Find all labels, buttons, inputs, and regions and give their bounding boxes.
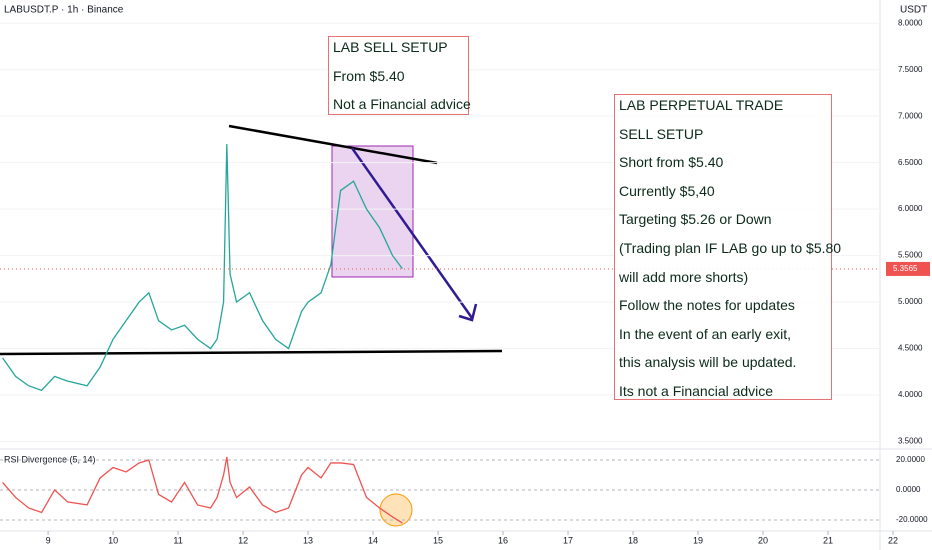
divergence-mark [379, 493, 413, 527]
x-tick-label: 22 [888, 535, 898, 545]
note-line: LAB SELL SETUP [333, 39, 448, 55]
rsi-label: RSI Divergence (5, 14) [4, 454, 96, 464]
note-line: Targeting $5.26 or Down [619, 211, 772, 228]
y2-tick-label: -20.0000 [896, 515, 928, 524]
y-tick-label: 4.5000 [898, 344, 923, 353]
y2-tick-label: 20.0000 [896, 455, 925, 464]
x-tick-label: 19 [693, 535, 703, 545]
x-tick-label: 16 [498, 535, 508, 545]
note-line: Its not a Financial advice [619, 383, 774, 399]
trendline [228, 124, 438, 165]
note-line: will add more shorts) [619, 268, 749, 285]
last-price-label: 5.3565 [893, 264, 918, 273]
header: LABUSDT.P · 1h · Binance [4, 5, 124, 16]
arrow [350, 147, 474, 319]
series-line [2, 144, 403, 392]
y-tick-label: 6.0000 [898, 204, 923, 213]
arrow-head [458, 303, 478, 322]
last-price-tag [886, 261, 930, 276]
x-tick-label: 11 [173, 535, 182, 545]
note-line: Short from $5.40 [619, 154, 724, 171]
x-tick-label: 14 [368, 535, 378, 545]
y-tick-label: 8.0000 [898, 18, 923, 27]
x-tick-label: 13 [303, 535, 313, 545]
y-tick-label: 7.0000 [898, 111, 923, 120]
currency: USDT [900, 5, 927, 16]
note-box: LAB PERPETUAL TRADE SELL SETUP Short from … [614, 94, 841, 400]
note-line: Not a Financial advice [333, 96, 471, 112]
y-tick-label: 5.5000 [898, 251, 923, 260]
y-tick-label: 6.5000 [898, 158, 923, 167]
y-tick-label: 5.0000 [898, 297, 923, 306]
note-line: Follow the notes for updates [619, 297, 795, 314]
y-tick-label: 4.0000 [898, 390, 923, 399]
note-line: In the event of an early exit, [619, 325, 791, 342]
note-box: LAB SELL SETUP From $5.40 Not a Financial … [328, 36, 471, 115]
sell-zone [331, 145, 414, 278]
x-tick-label: 17 [563, 535, 573, 545]
y-tick-label: 3.5000 [898, 437, 923, 446]
note-line: Currently $5,40 [619, 182, 715, 199]
note-line: LAB PERPETUAL TRADE [619, 97, 784, 113]
note-line: From $5.40 [333, 67, 405, 84]
x-tick-label: 18 [628, 535, 638, 545]
note-line: (Trading plan IF LAB go up to $5.80 [619, 240, 842, 256]
y-tick-label: 7.5000 [898, 65, 923, 74]
series-line [2, 456, 403, 524]
x-tick-label: 10 [108, 535, 118, 545]
x-tick-label: 20 [758, 535, 768, 545]
y2-tick-label: 0.0000 [896, 485, 921, 494]
x-tick-label: 21 [823, 535, 833, 545]
x-tick-label: 12 [238, 535, 248, 545]
x-tick-label: 9 [46, 535, 51, 545]
x-tick-label: 15 [433, 535, 443, 545]
note-line: this analysis will be updated. [619, 354, 797, 371]
note-line: SELL SETUP [619, 125, 704, 142]
support-line [0, 349, 503, 356]
